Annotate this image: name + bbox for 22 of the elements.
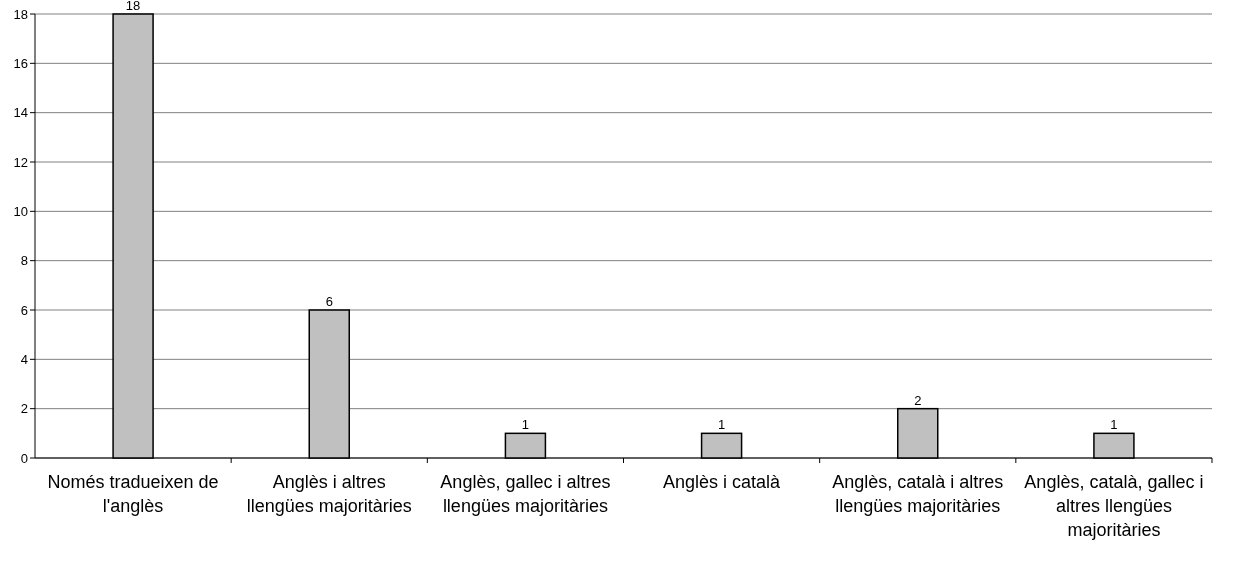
data-label: 2 xyxy=(914,392,922,408)
x-tick-label: Anglès, català i altres llengües majoritàries xyxy=(832,472,1004,516)
data-label: 6 xyxy=(325,294,333,309)
data-label: 1 xyxy=(717,417,726,433)
y-tick-label: 8 xyxy=(20,253,28,269)
y-tick-label: 6 xyxy=(20,302,28,318)
data-label: 18 xyxy=(125,0,141,13)
data-label: 1 xyxy=(521,417,530,433)
y-tick-label: 14 xyxy=(13,105,28,121)
y-tick-label: 10 xyxy=(13,203,28,219)
x-tick-label: Només tradueixen de l'anglès xyxy=(47,472,219,516)
x-tick-label: Anglès i català xyxy=(663,472,782,492)
y-tick-label: 0 xyxy=(20,450,28,466)
y-tick-label: 12 xyxy=(13,154,28,170)
x-tick-label: Anglès, català, gallec i altres llengües majoritàries xyxy=(1024,472,1204,540)
y-tick-label: 2 xyxy=(20,401,28,417)
data-label: 1 xyxy=(1110,417,1118,433)
x-tick-label: Anglès, gallec i altres llengües majoritàries xyxy=(440,472,611,516)
x-tick-label: Anglès i altres llengües majoritàries xyxy=(246,472,412,516)
y-tick-label: 16 xyxy=(13,55,28,71)
y-tick-label: 4 xyxy=(20,351,28,367)
y-tick-label: 18 xyxy=(13,6,28,22)
